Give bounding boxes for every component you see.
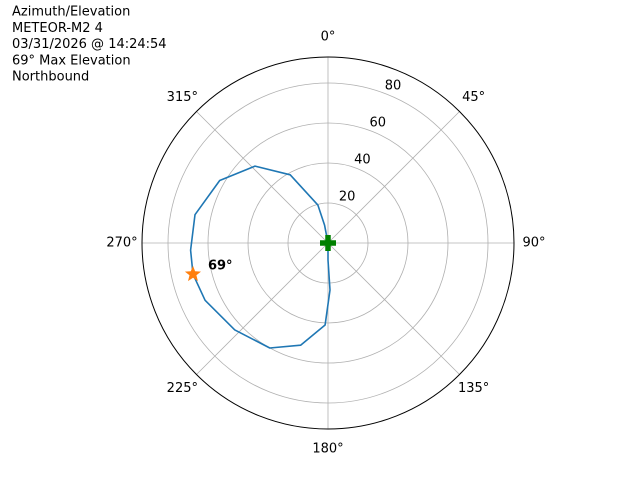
- title-line: Northbound: [12, 70, 89, 85]
- max-elevation-label: 69°: [208, 259, 233, 274]
- r-tick-label: 20: [339, 189, 356, 204]
- grid-spoke: [196, 242, 329, 375]
- grid-spoke: [327, 111, 460, 244]
- r-tick-label: 60: [369, 115, 386, 130]
- theta-tick-label: 225°: [167, 381, 198, 396]
- theta-tick-label: 135°: [458, 381, 489, 396]
- theta-tick-label: 180°: [312, 442, 343, 457]
- max-elevation-marker: [184, 265, 201, 282]
- theta-tick-label: 0°: [321, 30, 336, 45]
- grid-spoke: [327, 242, 460, 375]
- polar-frame: [141, 56, 515, 430]
- title-line: 69° Max Elevation: [12, 53, 131, 68]
- theta-tick-label: 315°: [167, 90, 198, 105]
- title-line: METEOR-M2 4: [12, 21, 103, 36]
- grid-spoke: [196, 111, 329, 244]
- start-marker: [320, 235, 336, 251]
- theta-tick-label: 270°: [106, 236, 137, 251]
- title-line: Azimuth/Elevation: [12, 5, 130, 20]
- title-line: 03/31/2026 @ 14:24:54: [12, 37, 167, 52]
- theta-tick-label: 90°: [522, 236, 545, 251]
- r-tick-label: 80: [385, 78, 402, 93]
- theta-tick-label: 45°: [462, 90, 485, 105]
- r-tick-label: 40: [354, 152, 371, 167]
